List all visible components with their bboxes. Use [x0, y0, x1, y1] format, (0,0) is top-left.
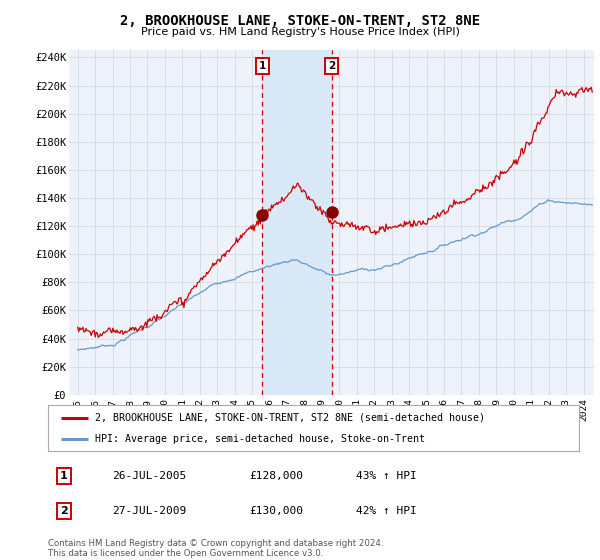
Text: 2: 2	[328, 61, 335, 71]
Text: 2: 2	[60, 506, 68, 516]
Text: 27-JUL-2009: 27-JUL-2009	[112, 506, 186, 516]
Text: 1: 1	[259, 61, 266, 71]
Text: 42% ↑ HPI: 42% ↑ HPI	[356, 506, 417, 516]
Text: £130,000: £130,000	[250, 506, 304, 516]
Text: 2, BROOKHOUSE LANE, STOKE-ON-TRENT, ST2 8NE: 2, BROOKHOUSE LANE, STOKE-ON-TRENT, ST2 …	[120, 14, 480, 28]
Text: 1: 1	[60, 471, 68, 481]
Text: Price paid vs. HM Land Registry's House Price Index (HPI): Price paid vs. HM Land Registry's House …	[140, 27, 460, 37]
Bar	[262, 50, 332, 395]
Text: 43% ↑ HPI: 43% ↑ HPI	[356, 471, 417, 481]
Text: HPI: Average price, semi-detached house, Stoke-on-Trent: HPI: Average price, semi-detached house,…	[95, 435, 425, 444]
Text: 2, BROOKHOUSE LANE, STOKE-ON-TRENT, ST2 8NE (semi-detached house): 2, BROOKHOUSE LANE, STOKE-ON-TRENT, ST2 …	[95, 413, 485, 423]
Text: Contains HM Land Registry data © Crown copyright and database right 2024.
This d: Contains HM Land Registry data © Crown c…	[48, 539, 383, 558]
Text: £128,000: £128,000	[250, 471, 304, 481]
Text: 26-JUL-2005: 26-JUL-2005	[112, 471, 186, 481]
